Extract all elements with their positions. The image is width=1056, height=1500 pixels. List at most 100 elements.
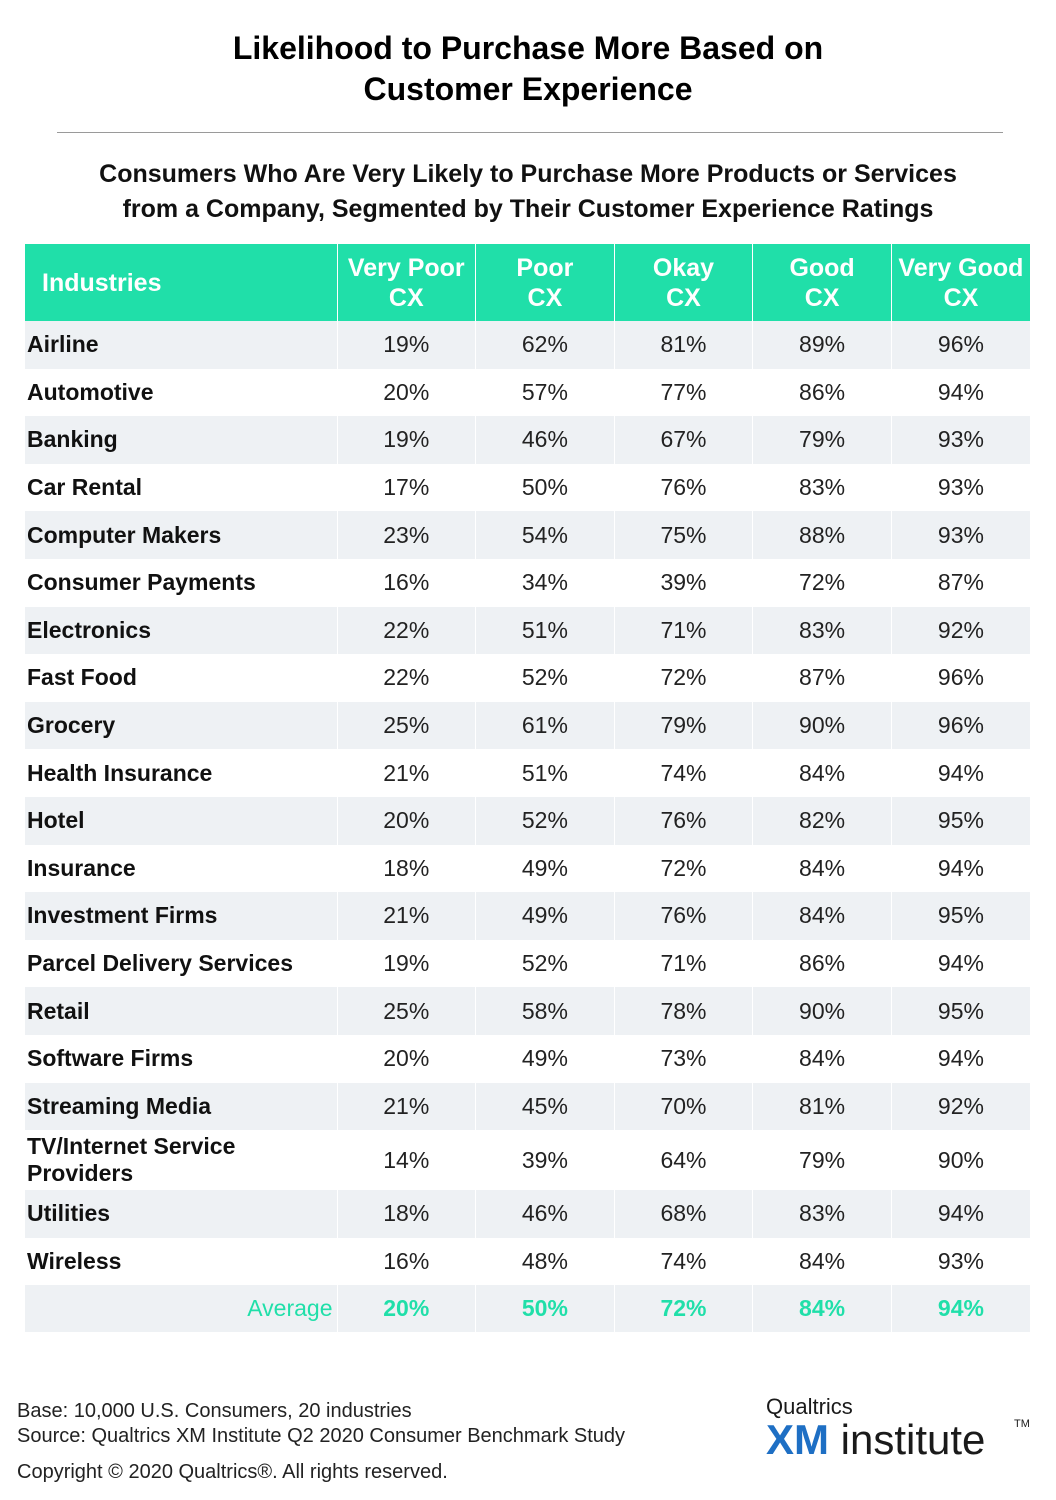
value-cell: 90% bbox=[890, 1130, 1030, 1191]
header-col-2: Poor CX bbox=[475, 244, 615, 321]
value-cell: 93% bbox=[890, 511, 1030, 559]
value-cell: 23% bbox=[336, 511, 476, 559]
industry-name: Grocery bbox=[27, 712, 116, 739]
value-cell: 51% bbox=[475, 749, 615, 797]
header-industries: Industries bbox=[25, 244, 337, 321]
value-cell: 79% bbox=[613, 701, 753, 750]
table-row: Consumer Payments 16% 34% 39% 72% 87% bbox=[25, 558, 1030, 607]
value-cell: 84% bbox=[752, 1034, 892, 1083]
table-row: Health Insurance 21% 51% 74% 84% 94% bbox=[25, 749, 1030, 797]
value-cell: 92% bbox=[890, 1082, 1030, 1131]
value-cell: 76% bbox=[613, 463, 753, 512]
value-cell: 78% bbox=[613, 987, 753, 1035]
value-cell: 72% bbox=[752, 558, 892, 607]
industry-name-line: TV/Internet Service bbox=[27, 1133, 236, 1160]
value-cell: 64% bbox=[613, 1130, 753, 1191]
value-cell: 21% bbox=[336, 1082, 476, 1131]
value-cell: 94% bbox=[890, 749, 1030, 797]
value-cell: 52% bbox=[475, 654, 615, 702]
value-cell: 18% bbox=[336, 844, 476, 893]
header-label-line: Industries bbox=[42, 268, 162, 297]
average-value: 72% bbox=[613, 1285, 753, 1333]
value-cell: 79% bbox=[752, 1130, 892, 1191]
value-cell: 84% bbox=[752, 1237, 892, 1286]
average-value: 50% bbox=[475, 1285, 615, 1333]
value-cell: 52% bbox=[475, 939, 615, 988]
value-cell: 21% bbox=[336, 892, 476, 940]
average-value: 94% bbox=[890, 1285, 1030, 1333]
value-cell: 89% bbox=[752, 321, 892, 369]
table-row: Car Rental 17% 50% 76% 83% 93% bbox=[25, 463, 1030, 512]
industry-name: Airline bbox=[27, 331, 99, 358]
industry-name: Fast Food bbox=[27, 664, 137, 691]
table-row: Retail 25% 58% 78% 90% 95% bbox=[25, 987, 1030, 1035]
header-label-line: Poor bbox=[516, 253, 574, 282]
subtitle-line-2: from a Company, Segmented by Their Custo… bbox=[122, 195, 934, 223]
value-cell: 96% bbox=[890, 654, 1030, 702]
industry-name: Banking bbox=[27, 426, 118, 453]
value-cell: 73% bbox=[613, 1034, 753, 1083]
industry-name: Parcel Delivery Services bbox=[27, 950, 293, 977]
industry-name: Utilities bbox=[27, 1200, 111, 1227]
value-cell: 77% bbox=[613, 368, 753, 417]
header-label-line: CX bbox=[527, 283, 563, 312]
value-cell: 45% bbox=[475, 1082, 615, 1131]
table-header-row: Industries Very Poor CX Poor CX Okay CX Good CX V… bbox=[25, 244, 1030, 321]
table-row: Parcel Delivery Services 19% 52% 71% 86% 94% bbox=[25, 939, 1030, 988]
value-cell: 20% bbox=[336, 1034, 476, 1083]
table-row: Banking 19% 46% 67% 79% 93% bbox=[25, 416, 1030, 464]
table-body: Airline 19% 62% 81% 89% 96% Automotive 20% 57% 77… bbox=[25, 321, 1030, 1286]
industry-name: Consumer Payments bbox=[27, 569, 256, 596]
industry-cx-table: Industries Very Poor CX Poor CX Okay CX Good CX V… bbox=[25, 244, 1030, 1333]
value-cell: 18% bbox=[336, 1190, 476, 1238]
value-cell: 49% bbox=[475, 844, 615, 893]
value-cell: 19% bbox=[336, 416, 476, 464]
value-cell: 90% bbox=[752, 987, 892, 1035]
value-cell: 19% bbox=[336, 939, 476, 988]
industry-name: Electronics bbox=[27, 616, 151, 643]
value-cell: 95% bbox=[890, 796, 1030, 845]
value-cell: 46% bbox=[475, 416, 615, 464]
value-cell: 14% bbox=[336, 1130, 476, 1191]
logo-qualtrics-text: Qualtrics bbox=[766, 1394, 853, 1419]
value-cell: 88% bbox=[752, 511, 892, 559]
value-cell: 86% bbox=[752, 368, 892, 417]
source-note: Source: Qualtrics XM Institute Q2 2020 C… bbox=[17, 1425, 626, 1447]
logo-xm-text: XM bbox=[766, 1416, 829, 1463]
industry-name: Car Rental bbox=[27, 474, 143, 501]
value-cell: 94% bbox=[890, 1034, 1030, 1083]
value-cell: 95% bbox=[890, 987, 1030, 1035]
value-cell: 49% bbox=[475, 1034, 615, 1083]
industry-name: Health Insurance bbox=[27, 759, 213, 786]
value-cell: 22% bbox=[336, 606, 476, 655]
header-label-line: Very Good bbox=[898, 253, 1024, 282]
footer-notes: Base: 10,000 U.S. Consumers, 20 industri… bbox=[17, 1399, 625, 1449]
title-divider bbox=[57, 132, 1003, 133]
value-cell: 72% bbox=[613, 654, 753, 702]
value-cell: 52% bbox=[475, 796, 615, 845]
header-label-line: Good bbox=[789, 253, 855, 282]
value-cell: 25% bbox=[336, 987, 476, 1035]
table-row: TV/Internet Service Providers 14% 39% 64% 79%… bbox=[25, 1130, 1030, 1191]
value-cell: 34% bbox=[475, 558, 615, 607]
industry-name: Streaming Media bbox=[27, 1092, 212, 1119]
table-row: Investment Firms 21% 49% 76% 84% 95% bbox=[25, 892, 1030, 940]
value-cell: 83% bbox=[752, 463, 892, 512]
value-cell: 74% bbox=[613, 749, 753, 797]
value-cell: 81% bbox=[752, 1082, 892, 1131]
header-label-line: CX bbox=[388, 283, 424, 312]
value-cell: 19% bbox=[336, 321, 476, 369]
industry-name: Computer Makers bbox=[27, 521, 222, 548]
table-row: Software Firms 20% 49% 73% 84% 94% bbox=[25, 1034, 1030, 1083]
table-row: Airline 19% 62% 81% 89% 96% bbox=[25, 321, 1030, 369]
value-cell: 82% bbox=[752, 796, 892, 845]
header-col-1: Very Poor CX bbox=[336, 244, 476, 321]
logo-tm-mark: TM bbox=[1014, 1418, 1030, 1430]
value-cell: 50% bbox=[475, 463, 615, 512]
table-subtitle: Consumers Who Are Very Likely to Purchas… bbox=[0, 157, 1056, 227]
value-cell: 22% bbox=[336, 654, 476, 702]
value-cell: 93% bbox=[890, 463, 1030, 512]
table-row: Hotel 20% 52% 76% 82% 95% bbox=[25, 796, 1030, 845]
value-cell: 39% bbox=[475, 1130, 615, 1191]
value-cell: 16% bbox=[336, 558, 476, 607]
